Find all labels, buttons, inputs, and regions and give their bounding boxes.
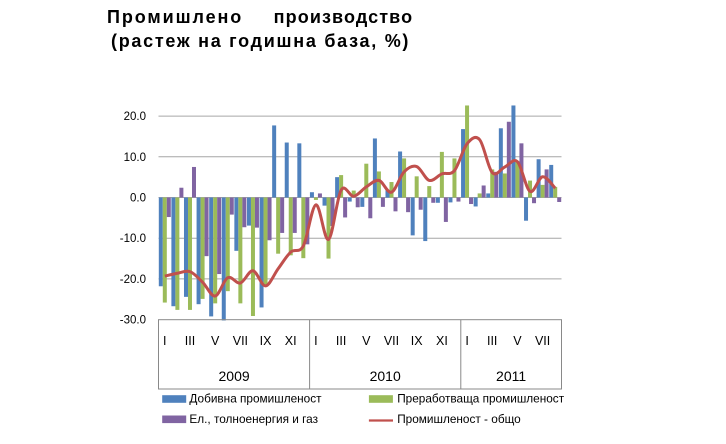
- svg-text:Преработваща промишленост: Преработваща промишленост: [397, 392, 565, 406]
- svg-text:IX: IX: [260, 334, 272, 348]
- svg-text:VII: VII: [384, 334, 399, 348]
- svg-text:IX: IX: [411, 334, 423, 348]
- svg-text:Ел., толноенергия и газ: Ел., толноенергия и газ: [189, 412, 318, 426]
- svg-text:I: I: [163, 334, 166, 348]
- svg-text:V: V: [211, 334, 220, 348]
- svg-text:VII: VII: [535, 334, 550, 348]
- svg-text:0.0: 0.0: [130, 193, 146, 205]
- svg-text:-30.0: -30.0: [120, 315, 146, 327]
- svg-text:III: III: [185, 334, 195, 348]
- svg-text:V: V: [362, 334, 371, 348]
- svg-text:-10.0: -10.0: [120, 233, 146, 245]
- svg-text:2010: 2010: [370, 368, 401, 384]
- svg-text:I: I: [465, 334, 468, 348]
- svg-text:XI: XI: [436, 334, 448, 348]
- svg-text:V: V: [513, 334, 522, 348]
- svg-text:2011: 2011: [496, 368, 526, 384]
- svg-text:20.0: 20.0: [124, 111, 146, 123]
- svg-text:XI: XI: [285, 334, 297, 348]
- svg-text:10.0: 10.0: [124, 152, 146, 164]
- svg-text:Добивна промишленост: Добивна промишленост: [189, 392, 322, 406]
- svg-text:I: I: [314, 334, 317, 348]
- svg-text:-20.0: -20.0: [120, 274, 146, 286]
- svg-text:VII: VII: [233, 334, 248, 348]
- svg-text:III: III: [487, 334, 497, 348]
- svg-text:Промишленост - общо: Промишленост - общо: [397, 412, 521, 426]
- svg-text:III: III: [336, 334, 346, 348]
- svg-text:2009: 2009: [219, 368, 250, 384]
